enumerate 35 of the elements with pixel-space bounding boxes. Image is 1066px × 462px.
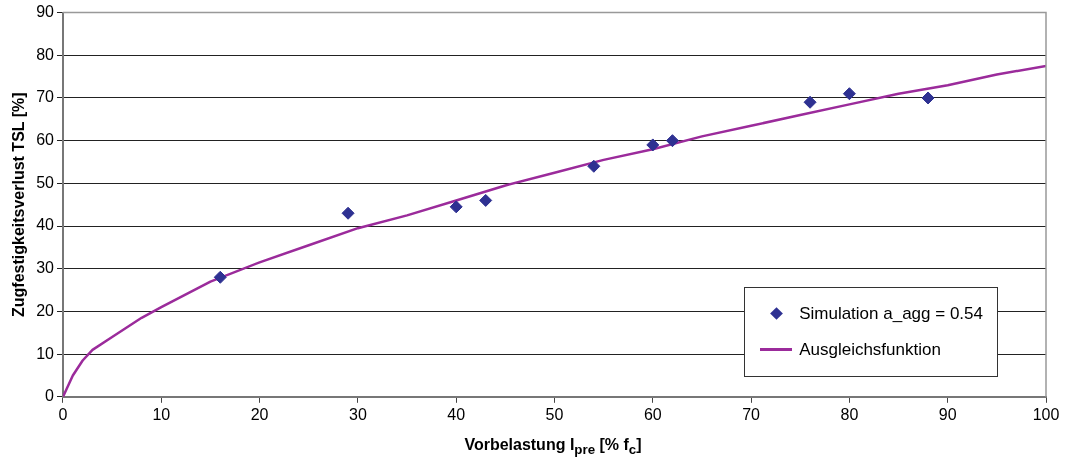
y-tick-label: 10	[36, 344, 55, 362]
y-tick-label: 20	[36, 301, 55, 319]
y-axis-title: Zugfestigkeitsverlust TSL [%]	[10, 92, 28, 318]
x-tick-label: 40	[447, 405, 466, 423]
x-tick-label: 50	[545, 405, 564, 423]
legend-label: Ausgleichsfunktion	[799, 339, 941, 360]
point	[479, 193, 493, 207]
point	[341, 206, 355, 220]
point	[213, 270, 227, 284]
x-tick-label: 80	[840, 405, 859, 423]
point	[449, 200, 463, 214]
x-tick-label: 70	[742, 405, 761, 423]
x-tick-label: 60	[643, 405, 662, 423]
y-tick-label: 40	[36, 216, 55, 234]
point	[842, 87, 856, 101]
point	[803, 95, 817, 109]
y-tick-label: 50	[36, 173, 55, 191]
y-tick-label: 70	[36, 88, 55, 106]
point	[665, 134, 679, 148]
x-tick-label: 10	[152, 405, 171, 423]
x-tick-label: 0	[58, 405, 68, 423]
x-tick-label: 30	[349, 405, 367, 423]
point	[921, 91, 935, 105]
x-tick-label: 100	[1032, 405, 1060, 423]
y-tick-label: 30	[36, 259, 55, 277]
legend-label: Simulation a_agg = 0.54	[799, 303, 983, 324]
x-tick-label: 90	[938, 405, 957, 423]
y-tick-label: 80	[36, 45, 55, 63]
y-tick-label: 60	[36, 131, 55, 149]
point	[587, 159, 601, 173]
y-tick-label: 0	[45, 387, 55, 405]
y-tick-label: 90	[36, 3, 55, 21]
point	[646, 138, 660, 152]
x-tick-label: 20	[250, 405, 269, 423]
x-axis-title: Vorbelastung I$_{pre}$ [% f$_{c}$]	[463, 436, 643, 458]
